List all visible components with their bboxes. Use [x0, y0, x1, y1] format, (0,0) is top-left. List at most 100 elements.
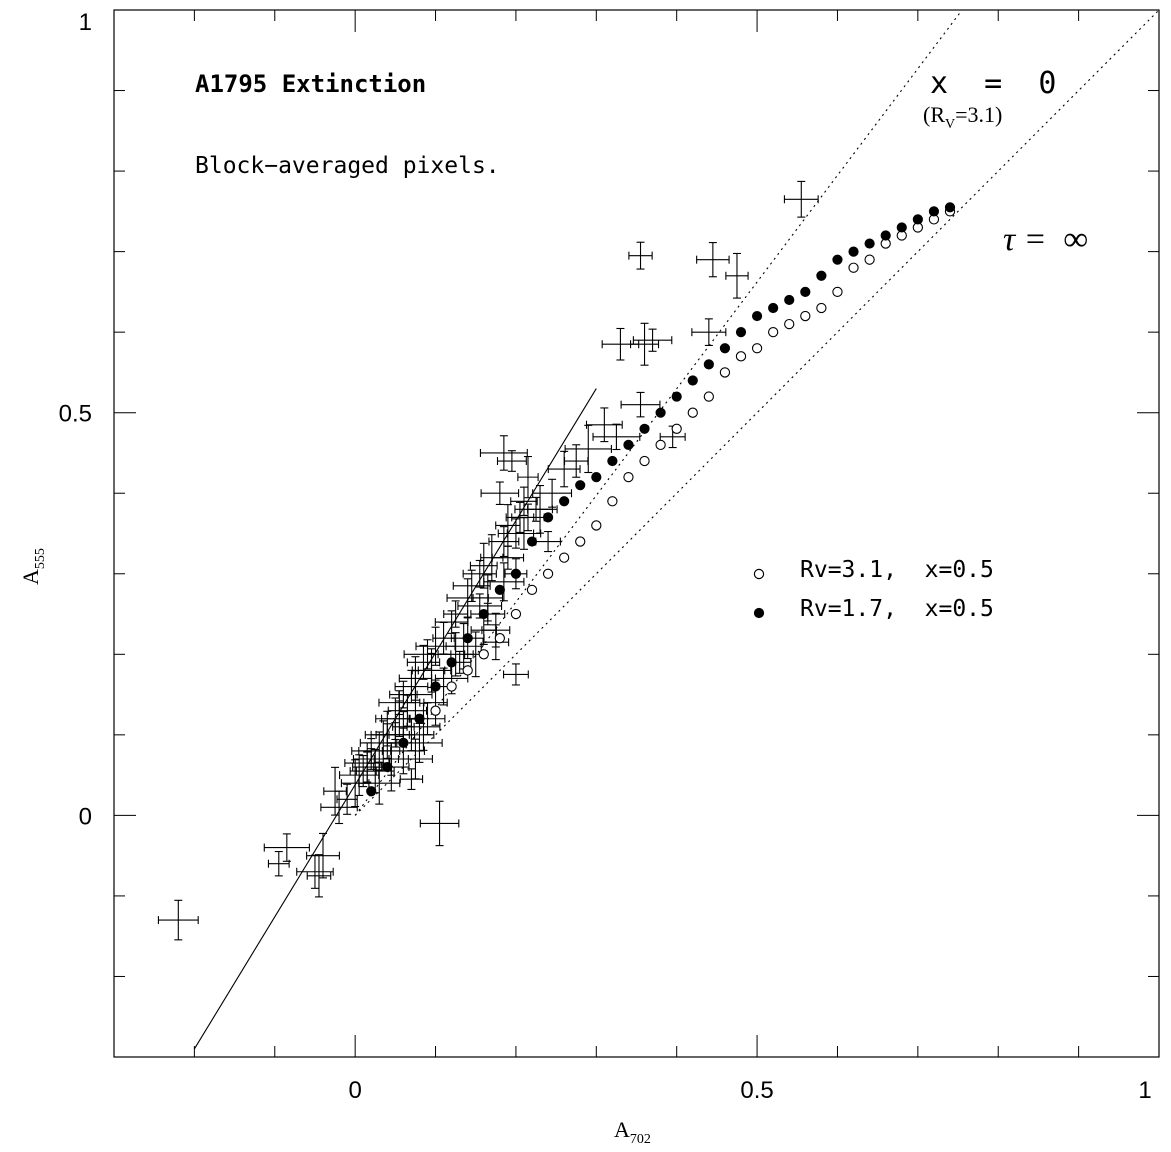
filled-circle-point	[880, 230, 891, 241]
axis-ticks: 0 0.5 1 0 0.5 1	[59, 9, 1160, 1104]
filled-circle-point	[816, 270, 827, 281]
error-bar-point	[630, 322, 660, 366]
chart-title: A1795 Extinction	[195, 70, 426, 98]
open-circle-point	[591, 520, 602, 531]
filled-circle-point	[607, 455, 618, 467]
error-bar-point	[480, 481, 520, 505]
filled-circle-point	[446, 657, 457, 668]
open-circle-point	[494, 633, 505, 644]
open-circle-point	[462, 665, 473, 676]
x-axis-label: A702	[614, 1117, 651, 1147]
tau-annotation: τ = ∞	[1003, 221, 1088, 258]
legend-label-rv17: Rv=1.7, x=0.5	[800, 596, 994, 622]
y-axis-label-main: A	[18, 569, 43, 585]
error-bar-point	[323, 766, 347, 816]
filled-circle-point	[414, 713, 425, 724]
open-circle-point	[800, 310, 811, 322]
error-bar-point	[628, 241, 653, 270]
rv-annotation-pre: (R	[923, 102, 945, 127]
open-circle-point	[735, 351, 747, 362]
x-tick-label: 0	[348, 1077, 361, 1104]
x-tick-label: 1	[1138, 1077, 1151, 1104]
open-circle-point	[864, 254, 875, 265]
error-bar-point	[483, 562, 525, 602]
error-bar-point	[632, 328, 673, 352]
y-tick-label: 1	[79, 9, 92, 36]
open-circle-point	[607, 496, 618, 507]
error-bar-point	[510, 486, 538, 516]
filled-circle-point	[768, 302, 779, 314]
filled-circle-point	[751, 310, 763, 322]
open-circle-point	[559, 552, 570, 563]
open-circle-point	[542, 568, 554, 579]
filled-circle-point	[864, 238, 875, 249]
y-axis-label: A555	[18, 548, 48, 585]
filled-circle-point	[912, 214, 923, 225]
open-circle-point	[623, 471, 634, 483]
error-bar-point	[419, 800, 460, 847]
error-bar-point	[488, 526, 520, 558]
filled-circle-series	[366, 202, 956, 797]
filled-circle-point	[382, 761, 393, 773]
error-bar-point	[783, 180, 819, 218]
filled-circle-point	[671, 391, 682, 402]
x-zero-annotation: x = 0	[930, 66, 1056, 101]
error-bar-point	[725, 252, 749, 299]
error-bar-point	[445, 623, 482, 670]
y-tick-label: 0.5	[59, 401, 92, 428]
open-circle-point	[510, 608, 522, 620]
open-circle-point	[526, 584, 538, 596]
error-bar-point	[601, 327, 640, 361]
legend-filled-circle-marker	[753, 607, 765, 619]
filled-circle-point	[719, 343, 731, 354]
error-bar-point	[491, 545, 525, 570]
rv-annotation-post: =3.1)	[955, 102, 1002, 127]
error-bar-point	[351, 738, 392, 764]
error-bar-point	[479, 435, 528, 471]
error-bar-point	[532, 478, 573, 508]
filled-circle-point	[366, 786, 377, 797]
filled-circle-point	[784, 294, 795, 306]
error-bar-point	[306, 854, 332, 898]
error-bar-point	[482, 624, 510, 661]
filled-circle-point	[575, 480, 586, 491]
filled-circle-point	[526, 536, 538, 547]
filled-circle-point	[832, 254, 843, 265]
open-circle-point	[639, 455, 650, 467]
x-tick-label: 0.5	[740, 1077, 773, 1104]
error-bar-point	[691, 318, 727, 346]
rv-annotation-sub: V	[945, 117, 955, 132]
filled-circle-point	[398, 737, 409, 749]
error-bar-point	[452, 569, 491, 603]
x-axis-label-main: A	[614, 1117, 630, 1142]
error-bar-point	[585, 407, 623, 443]
filled-circle-point	[944, 202, 956, 213]
legend-open-circle-marker	[753, 568, 765, 580]
y-tick-label: 0	[79, 803, 92, 830]
filled-circle-point	[703, 359, 714, 370]
open-circle-point	[832, 286, 843, 298]
filled-circle-point	[896, 222, 907, 233]
filled-circle-point	[623, 439, 634, 451]
error-bar-point	[505, 501, 535, 533]
filled-circle-point	[687, 375, 698, 386]
filled-circle-point	[848, 246, 859, 257]
chart-subtitle: Block−averaged pixels.	[195, 153, 500, 179]
error-bar-point	[696, 242, 730, 278]
error-bar-point	[470, 615, 497, 645]
filled-circle-point	[510, 568, 522, 579]
error-bar-point	[517, 455, 539, 499]
reference-dotted-line-1	[354, 9, 1160, 816]
open-circle-point	[768, 327, 779, 338]
error-bar-point	[406, 644, 441, 680]
rv-annotation: (RV=3.1)	[923, 102, 1002, 132]
error-bar-point	[387, 694, 428, 727]
open-circle-point	[687, 407, 698, 418]
plot-frame	[113, 9, 1160, 1058]
filled-circle-point	[494, 584, 505, 595]
error-bar-point	[592, 423, 641, 451]
error-bar-point	[547, 450, 581, 488]
filled-circle-point	[559, 496, 570, 507]
open-circle-point	[446, 681, 457, 692]
